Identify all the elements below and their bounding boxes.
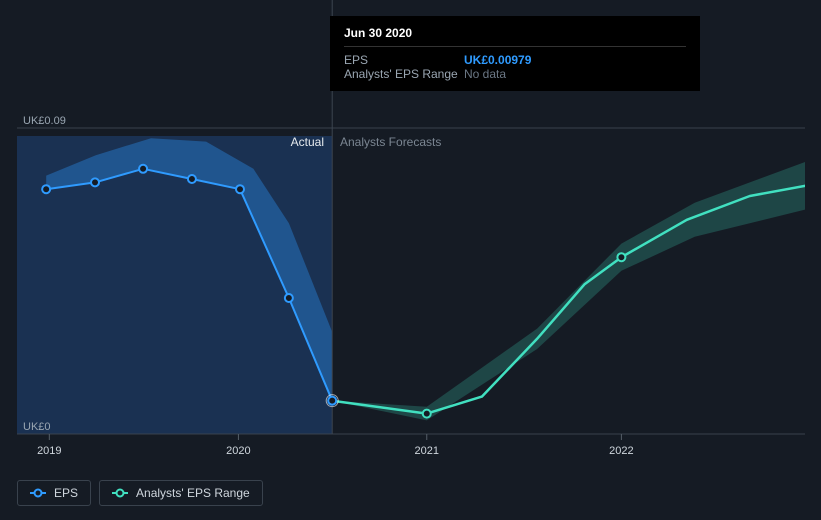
- tooltip-range-value: No data: [464, 67, 506, 81]
- svg-text:2020: 2020: [226, 445, 250, 457]
- tooltip-range-label: Analysts' EPS Range: [344, 67, 464, 81]
- legend-label-eps: EPS: [54, 486, 78, 500]
- legend-item-eps[interactable]: EPS: [17, 480, 91, 506]
- tooltip-eps-label: EPS: [344, 53, 464, 67]
- svg-text:2022: 2022: [609, 445, 633, 457]
- svg-text:2021: 2021: [415, 445, 439, 457]
- legend-item-range[interactable]: Analysts' EPS Range: [99, 480, 263, 506]
- svg-text:Analysts Forecasts: Analysts Forecasts: [340, 135, 441, 149]
- tooltip-eps-value: UK£0.00979: [464, 53, 531, 67]
- legend-label-range: Analysts' EPS Range: [136, 486, 250, 500]
- svg-text:Actual: Actual: [291, 135, 324, 149]
- legend-swatch-eps: [30, 488, 46, 498]
- legend-swatch-range: [112, 488, 128, 498]
- svg-text:UK£0: UK£0: [23, 421, 51, 433]
- chart-tooltip: Jun 30 2020 EPS UK£0.00979 Analysts' EPS…: [330, 16, 700, 91]
- svg-text:2019: 2019: [37, 445, 61, 457]
- svg-text:UK£0.09: UK£0.09: [23, 115, 66, 127]
- chart-legend: EPS Analysts' EPS Range: [17, 480, 263, 506]
- tooltip-date: Jun 30 2020: [344, 26, 686, 40]
